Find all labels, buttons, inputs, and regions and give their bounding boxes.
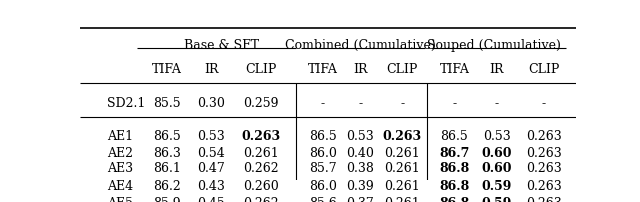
Text: 0.59: 0.59 [481,179,512,192]
Text: 0.261: 0.261 [385,146,420,159]
Text: 0.263: 0.263 [526,196,562,202]
Text: CLIP: CLIP [245,63,276,76]
Text: CLIP: CLIP [387,63,418,76]
Text: -: - [401,96,404,109]
Text: IR: IR [490,63,504,76]
Text: Base & SFT: Base & SFT [184,39,259,52]
Text: 86.5: 86.5 [440,129,468,142]
Text: TIFA: TIFA [440,63,469,76]
Text: SD2.1: SD2.1 [108,96,146,109]
Text: 86.3: 86.3 [153,146,180,159]
Text: AE2: AE2 [108,146,133,159]
Text: 0.43: 0.43 [198,179,225,192]
Text: 0.263: 0.263 [383,129,422,142]
Text: Combined (Cumulative): Combined (Cumulative) [285,39,436,52]
Text: 0.37: 0.37 [346,196,374,202]
Text: TIFA: TIFA [152,63,182,76]
Text: 85.9: 85.9 [153,196,180,202]
Text: Souped (Cumulative): Souped (Cumulative) [428,39,561,52]
Text: 0.59: 0.59 [481,196,512,202]
Text: CLIP: CLIP [528,63,559,76]
Text: IR: IR [204,63,219,76]
Text: 0.262: 0.262 [243,162,279,175]
Text: 0.263: 0.263 [526,129,562,142]
Text: 0.260: 0.260 [243,179,279,192]
Text: IR: IR [353,63,367,76]
Text: 85.7: 85.7 [309,162,337,175]
Text: 0.47: 0.47 [198,162,225,175]
Text: 0.263: 0.263 [241,129,280,142]
Text: AE1: AE1 [108,129,133,142]
Text: 0.261: 0.261 [385,196,420,202]
Text: AE5: AE5 [108,196,133,202]
Text: 0.261: 0.261 [385,162,420,175]
Text: 0.53: 0.53 [346,129,374,142]
Text: 0.60: 0.60 [481,162,512,175]
Text: 0.38: 0.38 [346,162,374,175]
Text: 0.39: 0.39 [346,179,374,192]
Text: 86.0: 86.0 [309,179,337,192]
Text: 0.263: 0.263 [526,146,562,159]
Text: 86.8: 86.8 [439,179,470,192]
Text: 85.5: 85.5 [153,96,180,109]
Text: 85.6: 85.6 [309,196,337,202]
Text: -: - [541,96,546,109]
Text: 86.8: 86.8 [439,196,470,202]
Text: -: - [321,96,325,109]
Text: 0.53: 0.53 [198,129,225,142]
Text: 86.1: 86.1 [153,162,180,175]
Text: 86.0: 86.0 [309,146,337,159]
Text: 0.30: 0.30 [198,96,225,109]
Text: 0.54: 0.54 [198,146,225,159]
Text: 0.259: 0.259 [243,96,279,109]
Text: 0.45: 0.45 [198,196,225,202]
Text: 0.40: 0.40 [346,146,374,159]
Text: 86.8: 86.8 [439,162,470,175]
Text: 0.263: 0.263 [526,179,562,192]
Text: 0.263: 0.263 [526,162,562,175]
Text: 0.262: 0.262 [243,196,279,202]
Text: AE4: AE4 [108,179,133,192]
Text: 86.5: 86.5 [153,129,180,142]
Text: 86.7: 86.7 [439,146,470,159]
Text: -: - [495,96,499,109]
Text: 0.53: 0.53 [483,129,511,142]
Text: AE3: AE3 [108,162,133,175]
Text: 0.60: 0.60 [481,146,512,159]
Text: -: - [358,96,362,109]
Text: -: - [452,96,456,109]
Text: 86.2: 86.2 [153,179,180,192]
Text: TIFA: TIFA [308,63,338,76]
Text: 86.5: 86.5 [309,129,337,142]
Text: 0.261: 0.261 [243,146,279,159]
Text: 0.261: 0.261 [385,179,420,192]
